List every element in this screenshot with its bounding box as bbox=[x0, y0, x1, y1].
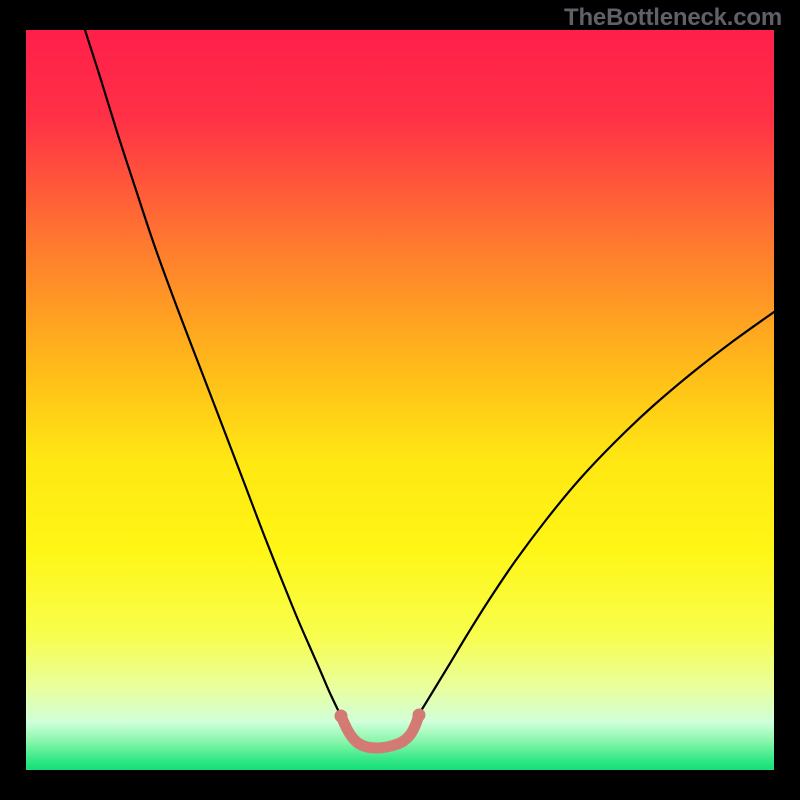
chart-canvas: TheBottleneck.com bbox=[0, 0, 800, 800]
trough-end-dot-1 bbox=[413, 709, 426, 722]
gradient-background bbox=[26, 30, 774, 770]
watermark-text: TheBottleneck.com bbox=[564, 4, 782, 32]
trough-end-dot-0 bbox=[335, 710, 348, 723]
plot-area-svg bbox=[26, 30, 774, 770]
